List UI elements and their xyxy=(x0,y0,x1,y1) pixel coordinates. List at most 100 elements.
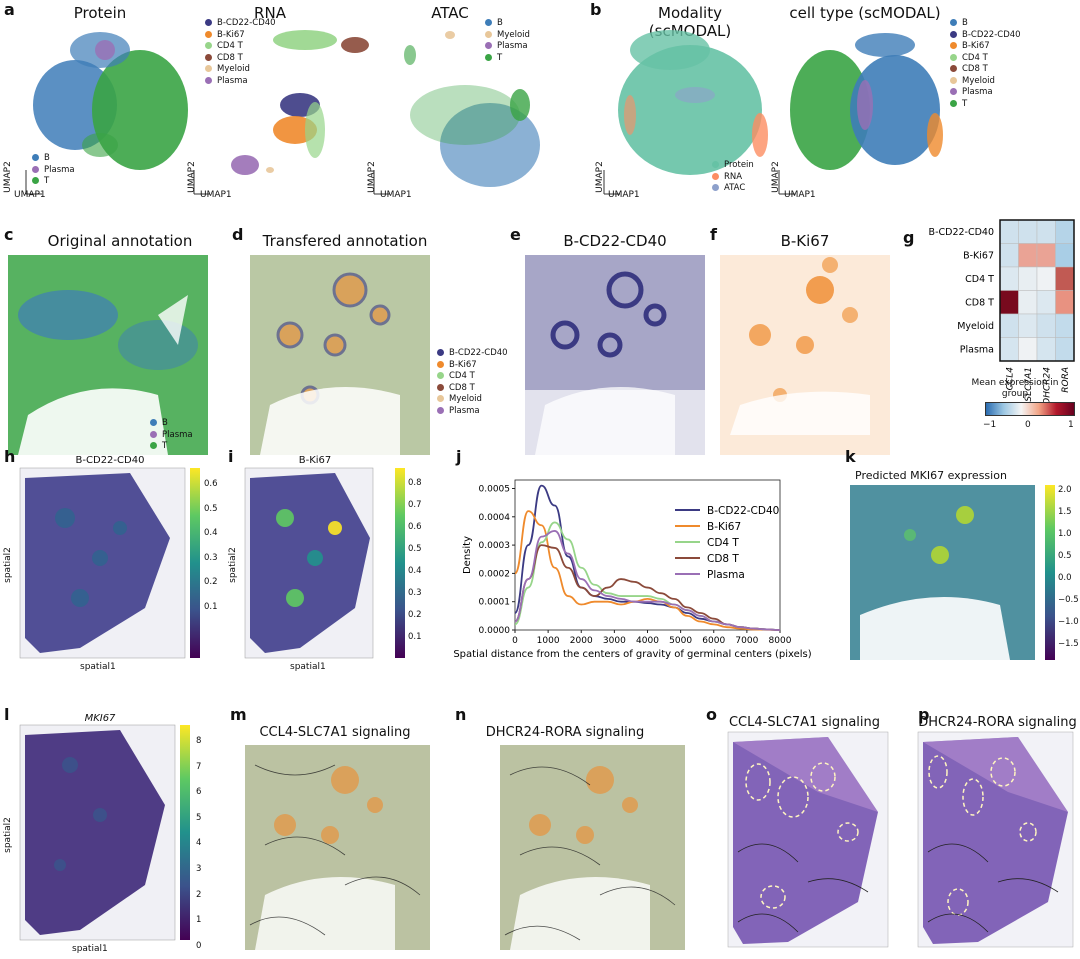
colorbar-tick: −1.5 xyxy=(1058,639,1079,649)
umap-celltype-title: cell type (scMODAL) xyxy=(789,4,941,22)
umap-rna-axes xyxy=(193,170,210,195)
umap-rna-title: RNA xyxy=(254,4,286,22)
heatmap-cell xyxy=(1018,243,1038,268)
umap2-label: UMAP2 xyxy=(186,161,197,193)
x-tick-label: 6000 xyxy=(702,636,725,646)
spatial-original-annotation xyxy=(8,255,208,455)
legend-label: B-Ki67 xyxy=(217,29,245,40)
spatial1-label: spatial1 xyxy=(80,662,116,672)
heatmap-colorbar-tick: 1 xyxy=(1068,420,1074,430)
heatmap-cell xyxy=(1055,290,1075,315)
signaling-ccl4-slc7a1-map xyxy=(245,745,430,950)
heatmap-cell xyxy=(1036,313,1056,338)
umap2-label: UMAP2 xyxy=(770,161,781,193)
heatmap-cell xyxy=(1055,313,1075,338)
panel-letter-c: c xyxy=(4,225,14,244)
he-dhcr24-rora-signaling xyxy=(917,731,1074,948)
panel-letter-k: k xyxy=(845,447,856,466)
heatmap-cell xyxy=(1036,243,1056,268)
spatial2-label: spatial2 xyxy=(227,547,238,583)
colorbar-tick: 2.0 xyxy=(1058,485,1072,495)
heatmap-cell xyxy=(1018,337,1038,362)
legend-swatch xyxy=(950,99,957,107)
legend-label: B-Ki67 xyxy=(449,359,477,370)
colorbar-k-ticks: 2.0 1.5 1.0 0.5 0.0 −0.5 −1.0 −1.5 xyxy=(1058,479,1079,655)
legend-swatch xyxy=(437,383,444,391)
legend-swatch xyxy=(485,30,492,38)
legend-swatch xyxy=(437,372,444,379)
signaling-dhcr24-rora-map xyxy=(500,745,685,950)
umap2-label: UMAP2 xyxy=(366,161,377,193)
heatmap-cell xyxy=(1036,219,1056,244)
legend-swatch xyxy=(950,19,957,26)
colorbar-tick: 1 xyxy=(196,915,202,926)
x-tick-label: 8000 xyxy=(769,636,792,646)
umap-celltype-plot xyxy=(790,33,943,170)
heatmap-colorbar xyxy=(985,402,1075,416)
colorbar-tick: 0.4 xyxy=(204,528,218,538)
colorbar-l-ticks: 8 7 6 5 4 3 2 1 0 xyxy=(196,729,201,959)
panel-letter-n: n xyxy=(455,705,467,724)
heatmap-col-label: DHCR24 xyxy=(1042,367,1052,405)
spatial-h-title: B-CD22-CD40 xyxy=(75,455,145,466)
signaling-p-title: DHCR24-RORA signaling xyxy=(918,715,1077,730)
legend-swatch xyxy=(950,53,957,61)
colorbar-tick: 2 xyxy=(196,889,202,900)
panel-letter-j: j xyxy=(456,447,462,466)
colorbar-tick: 0.2 xyxy=(204,577,218,587)
colorbar-tick: 0.5 xyxy=(1058,551,1072,561)
legend-swatch xyxy=(437,349,444,356)
spatial1-label: spatial1 xyxy=(72,944,108,954)
spatial-b-cd22-cd40 xyxy=(525,255,705,455)
colorbar-tick: −1.0 xyxy=(1058,617,1079,627)
legend-swatch xyxy=(712,184,719,191)
legend-swatch xyxy=(950,65,957,72)
umap-protein-title: Protein xyxy=(73,4,127,22)
legend-label: CD8 T xyxy=(217,52,243,63)
umap-modality-axes xyxy=(603,170,620,195)
legend-label: B xyxy=(962,18,968,28)
y-tick-label: 0.0002 xyxy=(479,569,511,579)
legend-swatch xyxy=(32,177,39,184)
colorbar-tick: 0.5 xyxy=(408,544,422,554)
legend-swatch xyxy=(485,19,492,26)
legend-label: B-Ki67 xyxy=(962,41,990,51)
panel-letter-l: l xyxy=(4,705,10,724)
colorbar-tick: 4 xyxy=(196,838,202,849)
heatmap-cell xyxy=(999,290,1019,315)
legend-label: B-Ki67 xyxy=(707,521,741,533)
legend-swatch xyxy=(950,30,957,38)
legend-label: CD4 T xyxy=(707,537,739,549)
colorbar-tick: 1.5 xyxy=(1058,507,1072,517)
heatmap-row-label: CD8 T xyxy=(965,297,994,308)
panel-letter-m: m xyxy=(230,705,247,724)
chart-frame xyxy=(514,479,781,631)
visium-b-cd22-cd40 xyxy=(19,467,200,659)
heatmap-cell xyxy=(999,313,1019,338)
heatmap-row-label: Plasma xyxy=(960,344,994,355)
heatmap-cell xyxy=(1018,313,1038,338)
legend-swatch xyxy=(437,395,444,402)
heatmap-cell xyxy=(1018,219,1038,244)
density-line-cd8-t xyxy=(514,544,781,631)
heatmap-cell xyxy=(1055,266,1075,291)
umap2-label: UMAP2 xyxy=(2,161,13,193)
legend-label: Plasma xyxy=(162,429,193,440)
y-axis-label: Density xyxy=(462,536,473,574)
umap-celltype-axes xyxy=(778,170,795,195)
panel-letter-d: d xyxy=(232,225,244,244)
legend-label: RNA xyxy=(724,171,743,182)
density-line-plasma xyxy=(514,530,781,631)
heatmap-cell xyxy=(999,219,1019,244)
umap-atac-axes xyxy=(373,170,390,195)
legend-swatch xyxy=(150,442,157,449)
legend-label: Plasma xyxy=(497,41,528,51)
x-tick-label: 0 xyxy=(512,636,518,646)
he-ccl4-slc7a1-signaling xyxy=(727,731,889,948)
spatial1-label: spatial1 xyxy=(290,662,326,672)
heatmap-cell xyxy=(999,243,1019,268)
legend-label: CD4 T xyxy=(217,41,243,51)
legend-swatch xyxy=(150,430,157,438)
legend-label: Myeloid xyxy=(497,29,530,40)
y-tick-label: 0.0003 xyxy=(479,541,511,551)
